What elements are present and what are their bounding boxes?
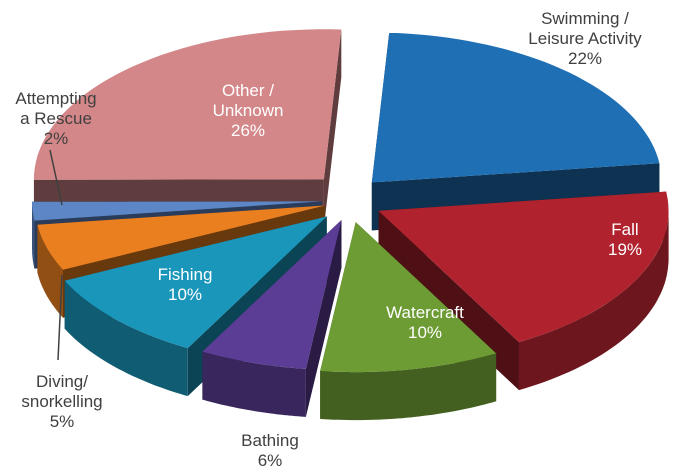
- slice-label: Other / Unknown 26%: [213, 81, 284, 140]
- pie-slice: [33, 29, 342, 180]
- pie-slice: [32, 201, 323, 221]
- pie-slice: [378, 191, 669, 343]
- slice-label: Attempting a Rescue 2%: [15, 89, 96, 148]
- pie-slice: [37, 205, 326, 270]
- pie-slice-side: [32, 201, 35, 269]
- pie-slice-side: [519, 210, 669, 391]
- pie-slice-group: [33, 29, 342, 228]
- slice-label: Fall 19%: [608, 220, 642, 259]
- slice-label: Watercraft 10%: [386, 303, 464, 342]
- pie-slice-side: [320, 353, 497, 421]
- pie-slice: [202, 219, 342, 369]
- leader-line: [57, 274, 63, 361]
- slice-label: Swimming / Leisure Activity 22%: [528, 9, 642, 68]
- pie-slice-group: [202, 219, 342, 417]
- leader-line: [49, 149, 63, 206]
- pie-slice-side: [202, 351, 306, 417]
- pie-slice-wall: [323, 29, 342, 228]
- pie-slice: [64, 216, 327, 349]
- slice-label: Bathing 6%: [241, 431, 299, 470]
- slice-label: Fishing 10%: [158, 265, 213, 304]
- pie-slice-group: [320, 222, 497, 421]
- pie-slice-side: [64, 280, 188, 397]
- pie-slice: [320, 222, 497, 373]
- pie-slice-side: [37, 224, 63, 318]
- slice-label: Diving/snorkelling 5%: [21, 372, 102, 431]
- pie-slice: [371, 32, 660, 183]
